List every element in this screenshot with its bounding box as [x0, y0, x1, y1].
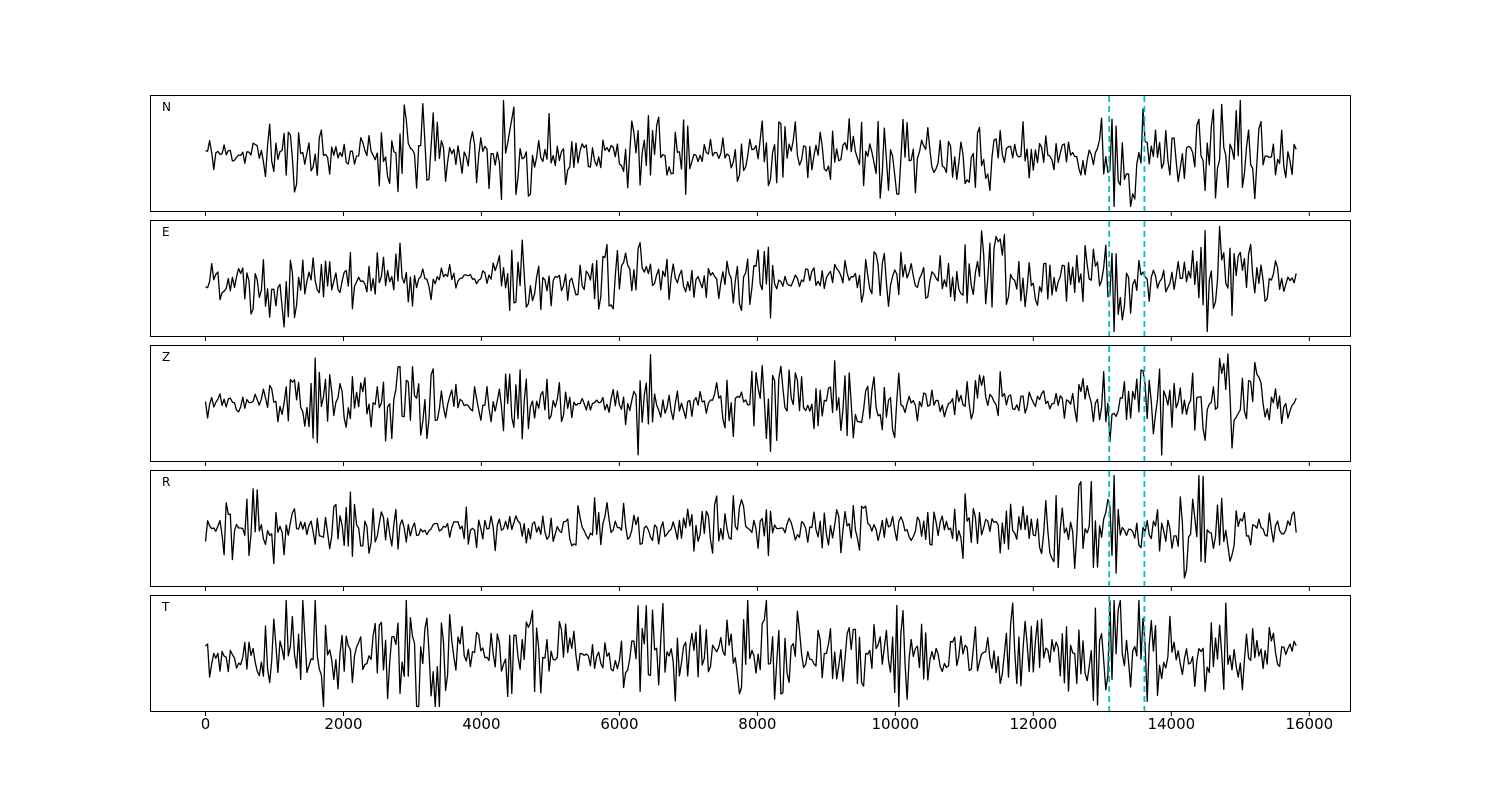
seismic-trace: [205, 599, 1297, 708]
x-tick-label: 4000: [462, 715, 501, 733]
x-tick-label: 12000: [1009, 715, 1058, 733]
x-tick-label: 0: [200, 715, 211, 733]
seismic-trace: [204, 353, 1297, 456]
x-tick-label: 10000: [871, 715, 920, 733]
waveform-plot-e: [205, 221, 1310, 341]
waveform-plot-r: [204, 471, 1310, 591]
waveform-plot-n: [205, 96, 1310, 216]
x-tick-label: 2000: [324, 715, 363, 733]
seismic-trace: [205, 99, 1297, 208]
trace-label: N: [162, 100, 171, 114]
seismic-trace: [204, 474, 1297, 579]
waveform-plot-z: [204, 346, 1310, 466]
x-tick-label: 8000: [738, 715, 777, 733]
x-tick-label: 6000: [600, 715, 639, 733]
panel-t: T: [150, 595, 1351, 716]
trace-label: R: [162, 475, 171, 489]
panel-n: N: [150, 95, 1351, 216]
panel-r: R: [150, 470, 1351, 591]
panel-z: Z: [150, 345, 1351, 466]
x-tick-label: 16000: [1285, 715, 1334, 733]
trace-label: E: [162, 225, 170, 239]
x-tick-label: 14000: [1147, 715, 1196, 733]
trace-label: T: [162, 600, 170, 614]
seismic-trace: [205, 225, 1297, 333]
panel-e: E: [150, 220, 1351, 341]
waveform-plot-t: [205, 596, 1310, 716]
trace-label: Z: [162, 350, 171, 364]
